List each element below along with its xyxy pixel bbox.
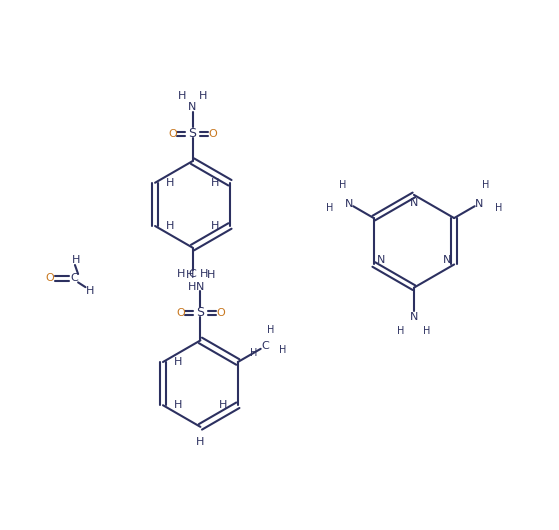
Text: O: O [168, 129, 177, 139]
Text: H: H [211, 178, 219, 188]
Text: S: S [188, 127, 197, 140]
Text: H: H [173, 400, 182, 410]
Text: H: H [173, 357, 182, 367]
Text: H: H [178, 91, 186, 101]
Text: H: H [267, 324, 274, 334]
Text: H: H [397, 326, 405, 337]
Text: O: O [208, 129, 217, 139]
Text: N: N [410, 198, 418, 208]
Text: H: H [211, 221, 219, 231]
Text: N: N [188, 102, 197, 112]
Text: H: H [188, 282, 197, 292]
Text: H: H [207, 270, 215, 280]
Text: C: C [188, 269, 196, 279]
Text: H: H [177, 269, 185, 279]
Text: H: H [495, 202, 503, 213]
Text: O: O [176, 308, 185, 318]
Text: H: H [165, 221, 174, 231]
Text: O: O [46, 273, 55, 283]
Text: C: C [70, 273, 78, 283]
Text: H: H [279, 344, 286, 355]
Text: H: H [186, 270, 194, 280]
Text: S: S [196, 306, 205, 320]
Text: H: H [250, 348, 258, 358]
Text: N: N [196, 281, 205, 292]
Text: N: N [475, 199, 484, 209]
Text: H: H [339, 180, 346, 190]
Text: N: N [377, 255, 385, 266]
Text: H: H [423, 326, 431, 337]
Text: N: N [410, 312, 418, 322]
Text: N: N [344, 199, 353, 209]
Text: H: H [86, 286, 94, 296]
Text: C: C [262, 341, 269, 351]
Text: O: O [216, 308, 225, 318]
Text: N: N [443, 255, 451, 266]
Text: H: H [199, 91, 207, 101]
Text: H: H [200, 269, 209, 279]
Text: H: H [196, 437, 205, 447]
Text: H: H [482, 180, 489, 190]
Text: H: H [325, 202, 333, 213]
Text: H: H [165, 178, 174, 188]
Text: H: H [72, 255, 80, 264]
Text: H: H [219, 400, 228, 410]
